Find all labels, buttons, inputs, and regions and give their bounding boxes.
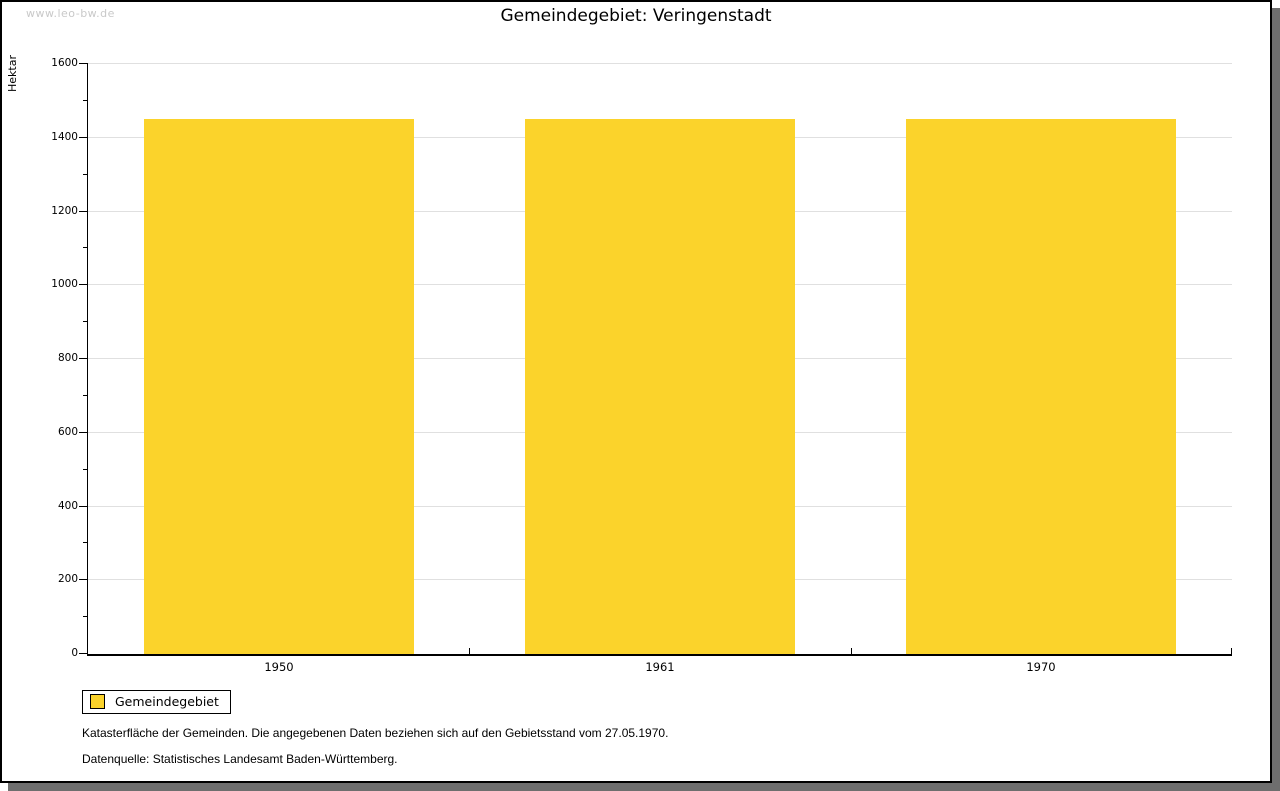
y-axis-minor-tick	[83, 99, 88, 101]
y-axis-minor-tick	[83, 542, 88, 544]
plot-area: 0 200 400 600 800 1000 1200 1400 1600 1950 1961 197…	[51, 57, 1232, 674]
y-axis-major-tick	[79, 210, 88, 212]
y-axis-tick-label: 1200	[51, 204, 78, 217]
y-axis-tick-label: 0	[71, 647, 78, 659]
x-axis-boundary-tick	[851, 648, 852, 654]
gridline	[88, 63, 1232, 64]
y-axis-major-tick	[79, 653, 88, 654]
y-axis-tick-label: 400	[57, 499, 78, 512]
y-axis-major-tick	[79, 136, 88, 138]
y-axis-minor-tick	[83, 173, 88, 175]
y-axis-minor-tick	[83, 247, 88, 249]
y-axis-tick-label: 1600	[51, 57, 78, 69]
y-axis-minor-tick	[83, 616, 88, 618]
x-axis-tick-label: 1970	[1026, 660, 1056, 674]
footnote-source-description: Katasterfläche der Gemeinden. Die angege…	[82, 726, 669, 740]
footnote-data-source: Datenquelle: Statistisches Landesamt Bad…	[82, 752, 398, 766]
y-axis-major-tick	[79, 284, 88, 286]
y-axis-tick-label: 1400	[51, 130, 78, 143]
watermark: www.leo-bw.de	[26, 7, 115, 20]
y-axis-minor-tick	[83, 321, 88, 323]
legend-label: Gemeindegebiet	[115, 694, 219, 709]
y-axis-major-tick	[79, 505, 88, 507]
legend: Gemeindegebiet	[82, 690, 231, 714]
y-axis-tick-label: 800	[57, 352, 78, 364]
chart-title: Gemeindegebiet: Veringenstadt	[500, 6, 772, 26]
y-axis-major-tick	[79, 63, 88, 64]
x-axis-end-tick	[1231, 648, 1232, 654]
x-axis-tick-label: 1961	[645, 660, 675, 674]
y-axis-label: Hektar	[6, 55, 19, 92]
y-axis-tick-label: 1000	[51, 278, 78, 291]
bar-1970	[906, 119, 1176, 654]
x-axis-boundary-tick	[469, 648, 470, 654]
y-axis-major-tick	[79, 431, 88, 433]
y-axis-minor-tick	[83, 468, 88, 470]
y-axis-tick-label: 600	[57, 425, 78, 438]
legend-swatch-gemeindegebiet	[90, 694, 105, 709]
bar-1950	[144, 119, 414, 654]
y-axis-major-tick	[79, 358, 88, 359]
x-axis-tick-label: 1950	[264, 660, 294, 674]
y-axis-major-tick	[79, 579, 88, 581]
y-axis-tick-label: 200	[57, 573, 78, 586]
y-axis-minor-tick	[83, 394, 88, 396]
bar-1961	[525, 119, 795, 654]
